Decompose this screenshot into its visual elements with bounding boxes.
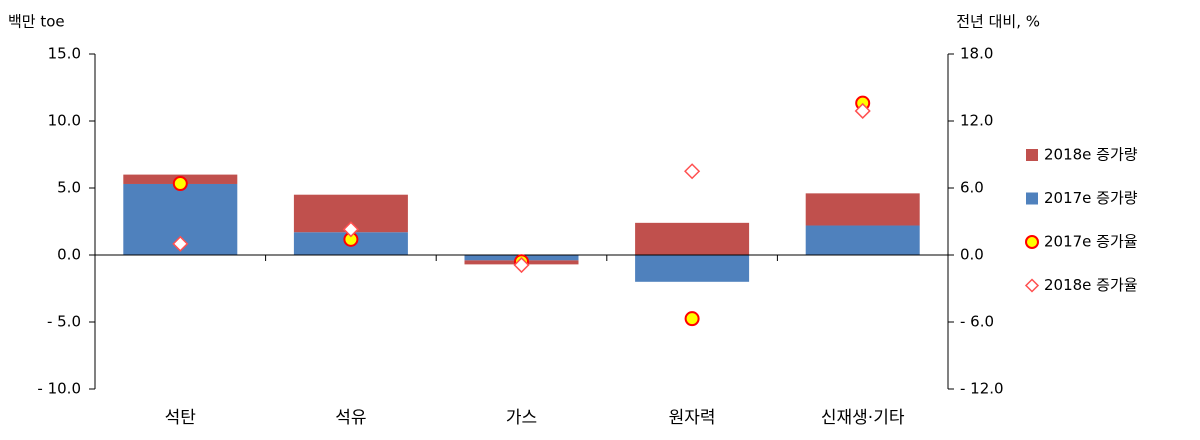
y2-tick-label: - 6.0 — [960, 313, 994, 331]
bar — [805, 225, 920, 255]
y2-tick-label: 0.0 — [960, 246, 984, 264]
legend-label: 2017e 증가량 — [1044, 189, 1138, 207]
y-tick-label: 10.0 — [48, 112, 81, 130]
point — [342, 221, 359, 238]
x-tick-label: 가스 — [506, 408, 537, 428]
y2-tick-label: 18.0 — [960, 45, 993, 63]
y2-tick-label: 12.0 — [960, 112, 993, 130]
y-tick-label: - 10.0 — [37, 380, 81, 398]
y-axis-title: 백만 toe — [8, 13, 65, 31]
point — [172, 235, 189, 252]
x-tick-label: 석유 — [335, 408, 366, 428]
legend-swatch — [1025, 235, 1039, 249]
point — [513, 256, 530, 274]
legend-label: 2017e 증가율 — [1044, 233, 1138, 251]
legend-swatch — [1026, 149, 1038, 161]
y-tick-label: 5.0 — [57, 179, 81, 197]
legend-swatch — [1026, 192, 1038, 205]
point — [854, 102, 871, 120]
y-tick-label: - 5.0 — [47, 313, 81, 331]
y2-tick-label: - 12.0 — [960, 380, 1004, 398]
legend-label: 2018e 증가율 — [1044, 276, 1138, 294]
y-tick-label: 0.0 — [57, 246, 81, 264]
x-tick-label: 신재생·기타 — [821, 408, 905, 428]
legend-label: 2018e 증가량 — [1044, 146, 1138, 164]
x-tick-label: 원자력 — [669, 408, 716, 428]
bar — [635, 222, 750, 255]
y-tick-label: 15.0 — [48, 45, 81, 63]
legend-swatch — [1024, 278, 1040, 293]
point — [684, 311, 700, 327]
y2-tick-label: 6.0 — [960, 179, 984, 197]
point — [172, 176, 188, 192]
bar — [635, 255, 750, 282]
y2-axis-title: 전년 대비, % — [956, 13, 1040, 31]
bar — [805, 193, 920, 226]
point — [684, 163, 701, 180]
x-tick-label: 석탄 — [165, 408, 197, 428]
